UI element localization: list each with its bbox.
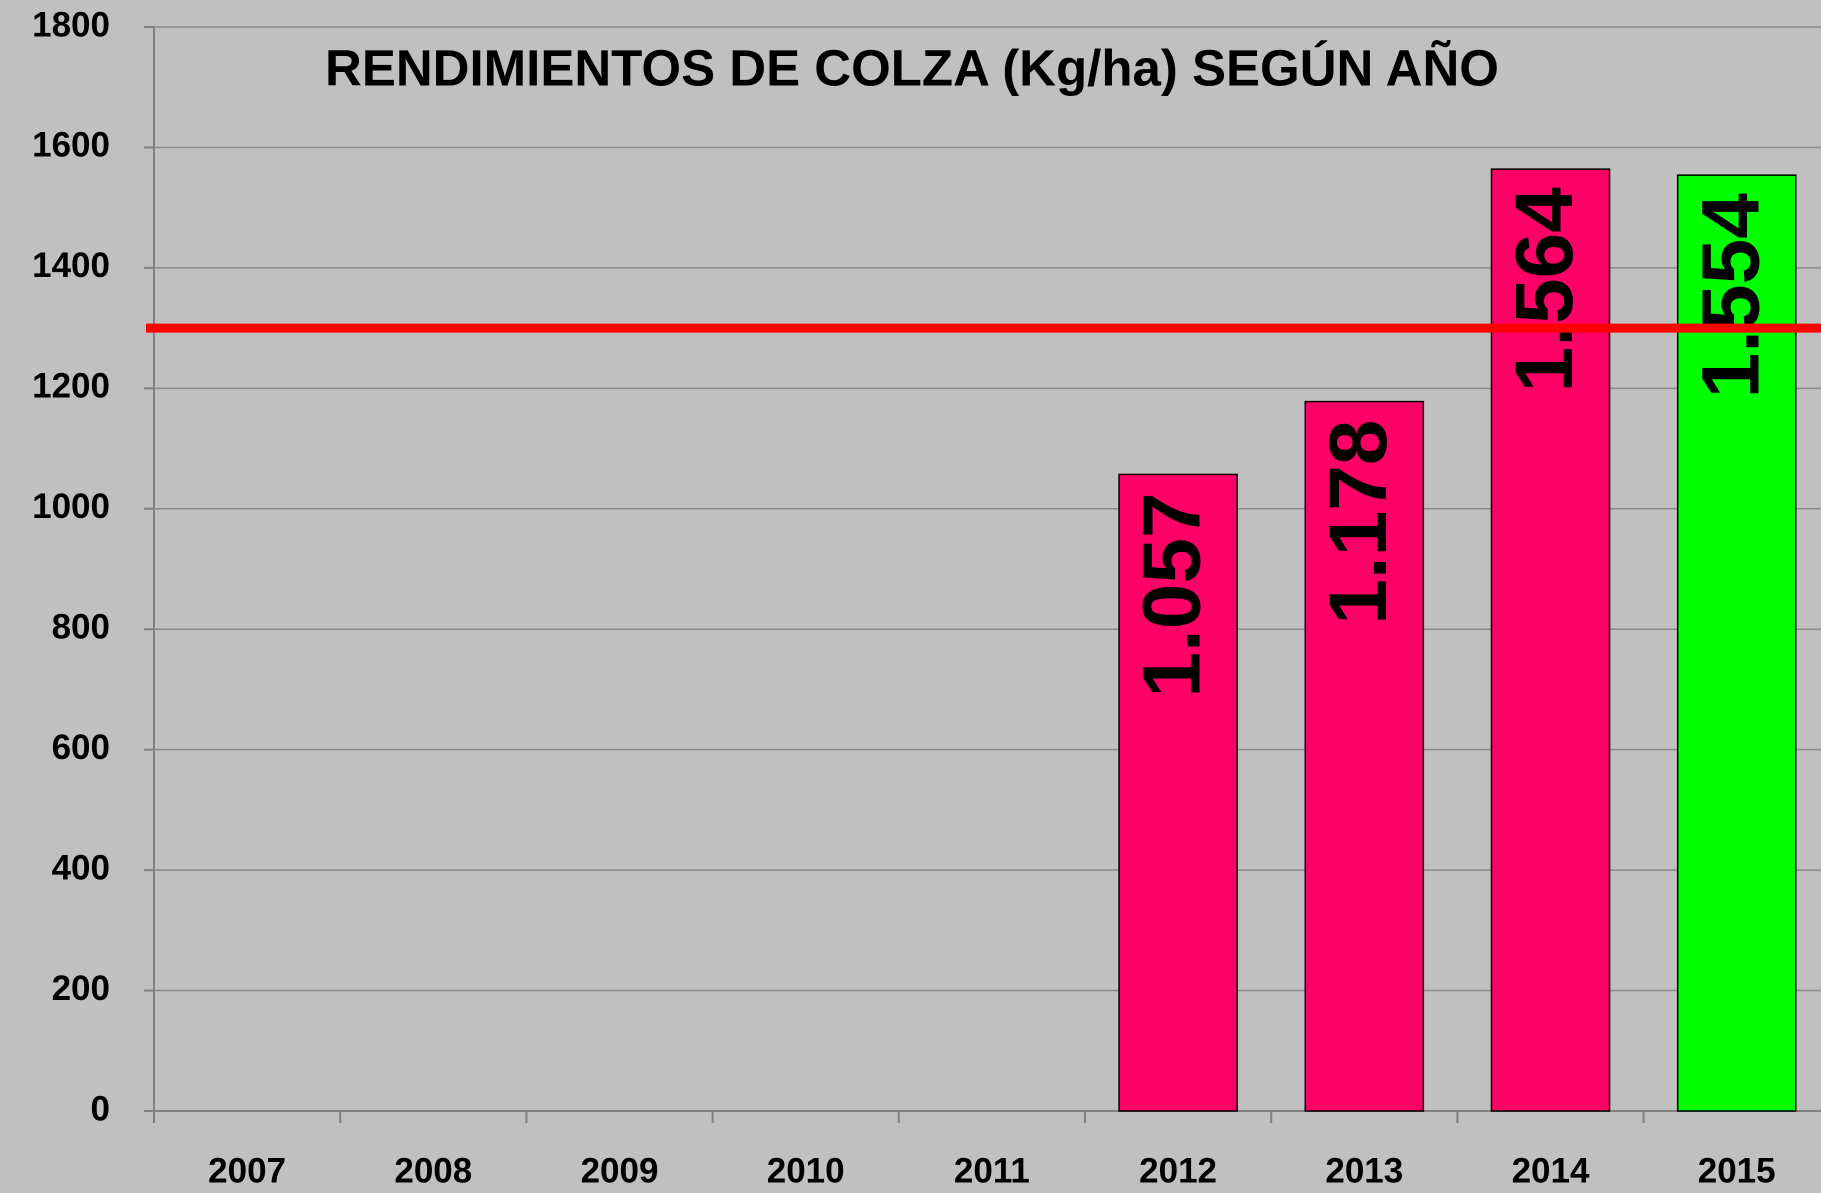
bar	[1304, 400, 1425, 1112]
value-label: 1.178	[1313, 420, 1404, 625]
y-tick-label: 400	[52, 848, 110, 887]
x-tick-label: 2013	[1325, 1151, 1403, 1190]
value-label: 1.564	[1499, 187, 1590, 393]
y-tick-label: 600	[52, 728, 110, 767]
x-tick-label: 2014	[1512, 1151, 1590, 1190]
y-tick-label: 1800	[32, 5, 110, 44]
y-tick-label: 200	[52, 969, 110, 1008]
bar	[1118, 473, 1238, 1112]
x-tick-label: 2008	[394, 1151, 472, 1190]
y-tick-label: 0	[91, 1089, 110, 1128]
value-label: 1.057	[1127, 492, 1218, 697]
y-tick-label: 1000	[32, 487, 110, 526]
y-tick-label: 1200	[32, 367, 110, 406]
x-tick-label: 2012	[1139, 1151, 1217, 1190]
x-tick-label: 2011	[954, 1151, 1030, 1190]
y-tick-label: 1400	[32, 246, 110, 285]
x-tick-label: 2009	[581, 1151, 659, 1190]
value-label: 1.554	[1685, 193, 1776, 399]
x-tick-label: 2010	[767, 1151, 845, 1190]
y-tick-label: 800	[52, 607, 110, 646]
y-tick-label: 1600	[32, 126, 110, 165]
x-tick-label: 2007	[208, 1151, 286, 1190]
chart-title: RENDIMIENTOS DE COLZA (Kg/ha) SEGÚN AÑO	[325, 38, 1499, 96]
x-tick-label: 2015	[1698, 1151, 1776, 1190]
